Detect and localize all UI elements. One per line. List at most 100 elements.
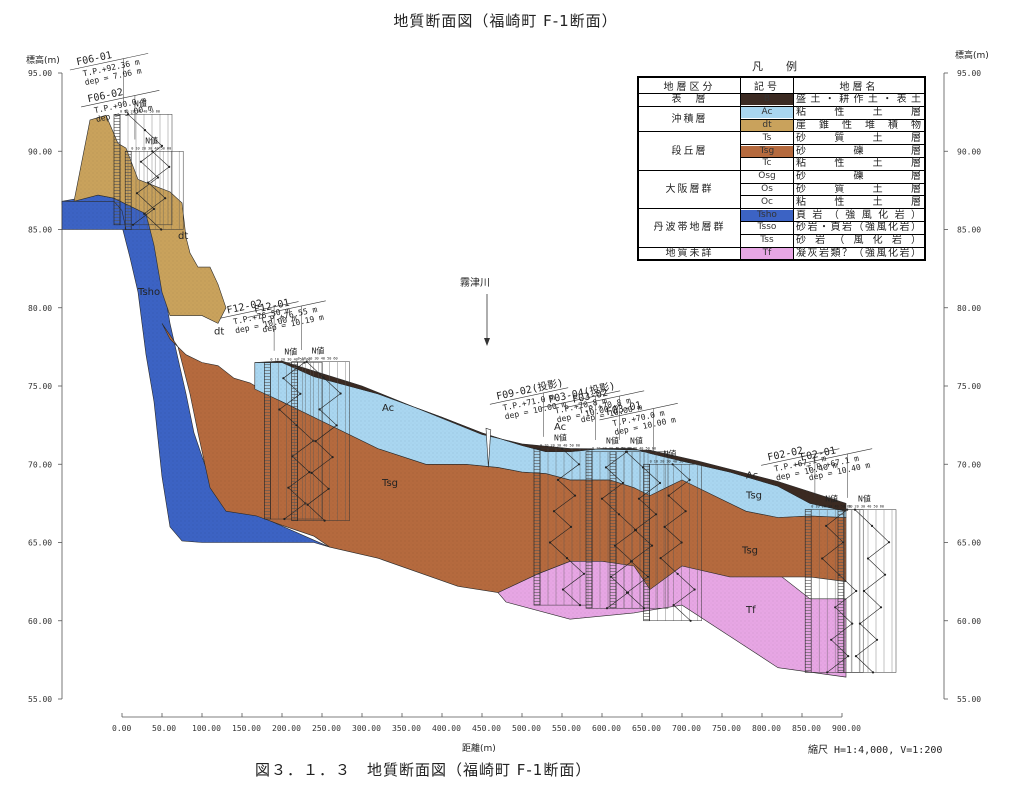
layer-tsho-left-texture — [62, 201, 126, 230]
y-tick-right-label: 95.00 — [957, 69, 981, 78]
legend-layer-name: 崖錐性堆積物 — [793, 118, 925, 133]
x-tick-label: 700.00 — [672, 724, 701, 733]
n-value-label: N値 — [134, 98, 147, 108]
legend-symbol: Tsso — [741, 222, 793, 234]
legend-title: 凡 例 — [752, 60, 803, 73]
legend-symbol: Tc — [741, 158, 793, 170]
legend-row: 地質未詳 Tf 凝灰岩類？（強風化岩） — [638, 246, 925, 261]
n-value-label: N値 — [858, 494, 871, 504]
x-tick-label: 500.00 — [512, 724, 541, 733]
legend-row: 段丘層 Ts 砂質土層 — [638, 131, 925, 171]
y-tick-right-label: 90.00 — [957, 147, 981, 156]
legend-layer-name: 砂礫層 — [793, 169, 925, 184]
legend-layer-name: 砂岩（風化岩） — [793, 233, 925, 248]
legend-group: 地質未詳 — [638, 246, 741, 261]
layer-label: Tsg — [741, 545, 758, 556]
page-title: 地質断面図（福崎町 F-1断面） — [393, 12, 618, 30]
y-axis-right-label: 標高(m) — [955, 51, 989, 61]
legend-symbol: Tss — [741, 235, 793, 247]
y-tick-right-label: 85.00 — [957, 226, 981, 235]
legend-header-name: 地層名 — [793, 77, 925, 94]
legend-row: Tsg 砂礫層 — [639, 144, 925, 158]
y-axis-right: 95.00 90.00 85.00 80.00 75.00 70.00 65.00 60.00… — [943, 69, 981, 704]
legend-table: 地層区分 記号 地層名 表 層 B 盛土・耕作土・表土 沖積層 Ac 粘性土層 dt 崖錐性堆… — [638, 77, 925, 261]
legend-group: 段丘層 — [638, 131, 741, 171]
n-value-label: N値 — [554, 433, 567, 443]
legend-symbol-cell: Oc — [740, 195, 794, 210]
y-tick-right-label: 70.00 — [957, 460, 981, 469]
y-tick-right-label: 80.00 — [957, 304, 981, 313]
n-value-label: N値 — [630, 436, 643, 446]
layer-label: Ac — [746, 470, 758, 481]
y-axis-left-label: 標高(m) — [26, 56, 60, 66]
x-tick-label: 400.00 — [432, 724, 461, 733]
n-value-label: N値 — [825, 494, 838, 504]
n-value-scale: 0 10 20 30 40 50 60 — [616, 447, 656, 451]
legend-symbol: Osg — [741, 171, 793, 183]
n-value-label: N値 — [284, 347, 297, 357]
layer-label: Tsg — [381, 478, 398, 489]
river-channel-texture — [486, 428, 491, 468]
x-tick-label: 50.00 — [152, 724, 176, 733]
legend-symbol-cell: Tc — [740, 156, 794, 171]
legend-symbol: Tsg — [741, 145, 793, 157]
legend-symbol-cell: Tsso — [740, 220, 794, 235]
legend-symbol: Tsho — [741, 209, 793, 221]
scale-note: 縮尺 H=1:4,000, V=1:200 — [808, 745, 943, 756]
legend-symbol-cell: Tsho — [740, 208, 794, 222]
legend-group: 大阪層群 — [638, 169, 741, 210]
legend-symbol-cell: Os — [740, 182, 794, 197]
legend-layer-name: 砂質土層 — [793, 131, 925, 146]
legend-symbol: Ts — [741, 132, 793, 144]
legend-symbol-cell: Osg — [740, 169, 794, 184]
legend-symbol-cell: Tsg — [740, 144, 794, 158]
n-value-scale: 0 10 20 30 40 50 60 — [592, 447, 632, 451]
n-value-label: N値 — [145, 135, 158, 145]
layer-b-texture — [254, 361, 847, 512]
y-tick-left-label: 55.00 — [28, 695, 52, 704]
x-tick-label: 100.00 — [192, 724, 221, 733]
legend-symbol-cell: Tss — [740, 233, 794, 248]
legend-layer-name: 砂質土層 — [793, 182, 925, 197]
y-tick-right-label: 75.00 — [957, 382, 981, 391]
layer-label: Ac — [382, 403, 394, 414]
river-annotation: 霧津川 — [460, 277, 490, 346]
layer-ac-texture — [254, 362, 847, 518]
x-tick-label: 650.00 — [632, 724, 661, 733]
x-tick-label: 200.00 — [272, 724, 301, 733]
n-value-scale: 0 10 20 30 40 50 60 — [844, 505, 884, 509]
n-value-label: N値 — [312, 346, 325, 356]
y-tick-left-label: 90.00 — [28, 147, 52, 156]
river-label: 霧津川 — [460, 277, 490, 289]
legend: 地層区分 記号 地層名 表 層 B 盛土・耕作土・表土 沖積層 Ac 粘性土層 dt 崖錐性堆… — [637, 76, 926, 262]
x-axis: 0.00 50.00 100.00 150.00 200.00 250.00 300.00 3… — [112, 713, 861, 733]
layer-label: Tsg — [745, 491, 762, 502]
legend-layer-name: 頁岩（強風化岩） — [793, 208, 925, 222]
y-tick-left-label: 85.00 — [28, 226, 52, 235]
y-tick-right-label: 60.00 — [957, 617, 981, 626]
legend-symbol-cell: dt — [740, 118, 794, 133]
layer-label: Tsho — [137, 287, 160, 298]
x-axis-title: 距離(m) — [462, 744, 496, 754]
y-tick-left-label: 60.00 — [28, 617, 52, 626]
y-tick-left-label: 75.00 — [28, 382, 52, 391]
legend-layer-name: 凝灰岩類？（強風化岩） — [793, 246, 925, 261]
n-value-label: N値 — [606, 436, 619, 446]
legend-row: 沖積層 Ac 粘性土層 — [638, 105, 925, 133]
y-tick-right-label: 55.00 — [957, 695, 981, 704]
y-tick-left-label: 80.00 — [28, 304, 52, 313]
x-tick-label: 850.00 — [792, 724, 821, 733]
legend-row: 表 層 B 盛土・耕作土・表土 — [638, 93, 925, 107]
y-tick-right-label: 65.00 — [957, 539, 981, 548]
layer-label: Ac — [554, 422, 566, 433]
legend-symbol: Oc — [741, 196, 793, 208]
y-axis-left: 95.00 90.00 85.00 80.00 75.00 70.00 65.00 60.00… — [28, 69, 63, 704]
y-tick-left-label: 95.00 — [28, 69, 52, 78]
n-value-scale: 0 10 20 30 40 50 60 — [120, 109, 160, 113]
layer-labels: Tsho dt dt Ac Ac Tsg Tsg Ac Tsg Tf — [137, 231, 762, 616]
